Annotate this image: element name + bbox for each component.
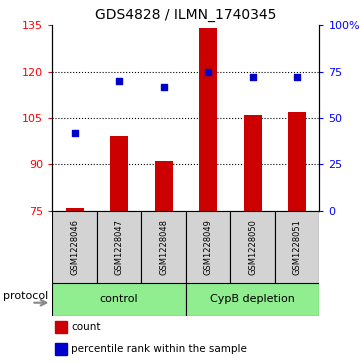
- Text: GSM1228046: GSM1228046: [70, 219, 79, 275]
- Text: GSM1228049: GSM1228049: [204, 219, 213, 275]
- Text: control: control: [100, 294, 138, 305]
- Bar: [142, 211, 186, 283]
- Bar: [52, 283, 186, 316]
- Text: GSM1228047: GSM1228047: [115, 219, 123, 275]
- Text: count: count: [71, 322, 101, 332]
- Text: GSM1228048: GSM1228048: [159, 219, 168, 275]
- Text: GSM1228050: GSM1228050: [248, 219, 257, 275]
- Point: [161, 83, 166, 89]
- Bar: [275, 211, 319, 283]
- Point: [205, 69, 211, 75]
- Bar: [66, 208, 83, 211]
- Bar: [288, 112, 306, 211]
- Bar: [199, 29, 217, 211]
- Bar: [155, 161, 173, 211]
- Title: GDS4828 / ILMN_1740345: GDS4828 / ILMN_1740345: [95, 8, 277, 22]
- Point: [72, 130, 78, 136]
- Bar: [186, 283, 319, 316]
- Point: [250, 74, 256, 80]
- Bar: [55, 343, 67, 355]
- Point: [294, 74, 300, 80]
- Bar: [55, 321, 67, 333]
- Point: [116, 78, 122, 84]
- Text: CypB depletion: CypB depletion: [210, 294, 295, 305]
- Bar: [110, 136, 128, 211]
- Text: protocol: protocol: [3, 291, 48, 301]
- Text: GSM1228051: GSM1228051: [293, 219, 302, 275]
- Bar: [52, 211, 97, 283]
- Bar: [244, 115, 262, 211]
- Bar: [230, 211, 275, 283]
- Bar: [186, 211, 230, 283]
- Bar: [97, 211, 142, 283]
- Text: percentile rank within the sample: percentile rank within the sample: [71, 344, 247, 354]
